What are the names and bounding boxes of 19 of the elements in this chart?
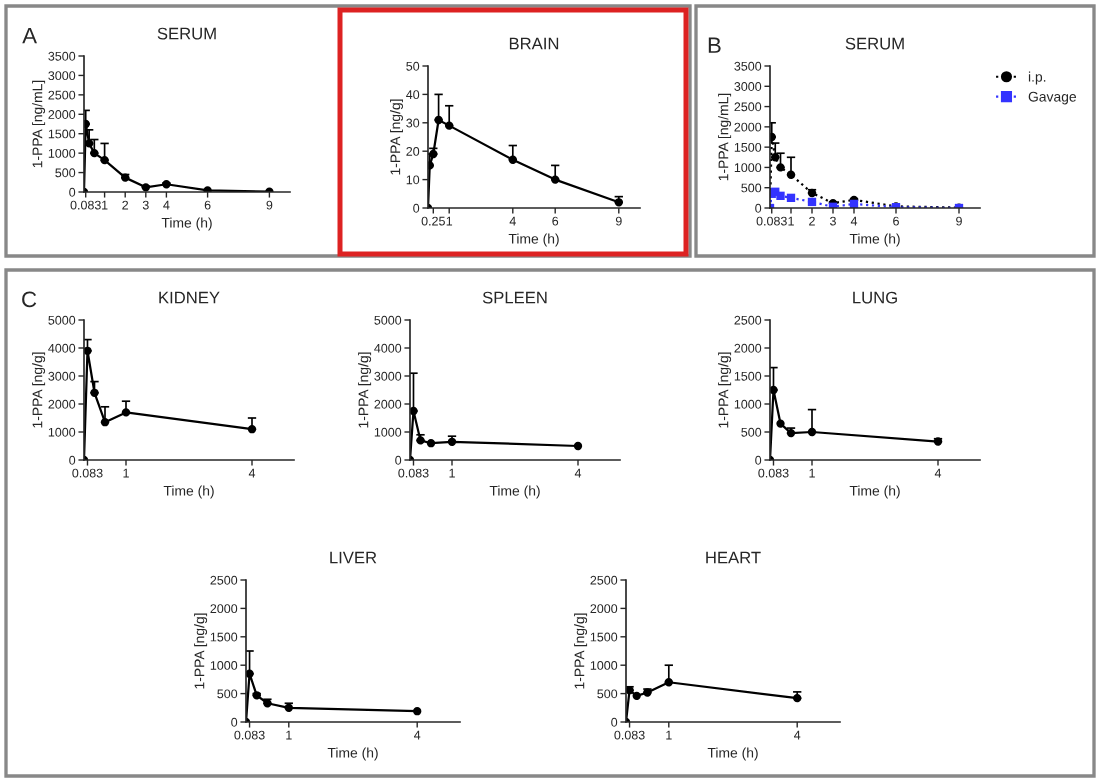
chart-title: KIDNEY [159, 291, 220, 304]
point [786, 193, 796, 203]
point [776, 419, 785, 428]
point [426, 439, 436, 448]
chart-title: BRAIN [509, 37, 559, 50]
text: A [22, 27, 37, 44]
point [776, 191, 785, 200]
point [413, 707, 422, 716]
chart-title: LIVER [330, 551, 377, 564]
point [573, 441, 583, 451]
point [807, 197, 817, 207]
chart-title: LUNG [853, 291, 897, 304]
text: C [22, 291, 37, 308]
chart-title: SERUM [157, 27, 216, 40]
point [632, 691, 641, 701]
chart-title: HEART [706, 551, 761, 564]
text: B [708, 37, 721, 53]
chart-title: SPLEEN [482, 291, 547, 304]
chart-title: SERUM [845, 37, 904, 50]
